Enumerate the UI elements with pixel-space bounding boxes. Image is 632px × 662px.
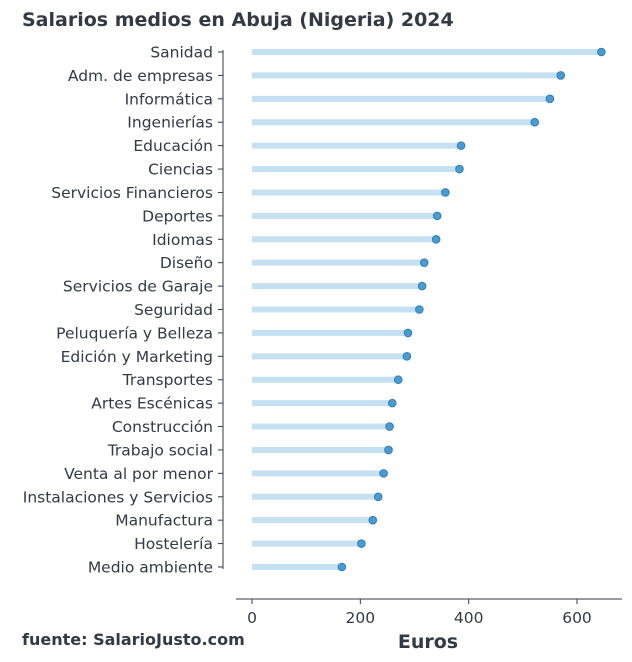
category-label: Seguridad (134, 301, 213, 319)
category-label: Servicios de Garaje (63, 278, 213, 296)
category-label: Servicios Financieros (51, 184, 213, 202)
y-axis (218, 50, 224, 569)
category-labels: Sanidad Adm. de empresas Informática Ingeni… (23, 44, 214, 577)
x-axis-title: Euros (398, 631, 458, 653)
category-label: Manufactura (115, 512, 213, 530)
data-point (357, 539, 366, 548)
category-label: Trabajo social (107, 441, 213, 459)
category-label: Venta al por menor (64, 465, 214, 483)
data-point (403, 328, 413, 338)
category-label: Ciencias (148, 161, 213, 179)
data-point (455, 164, 464, 174)
data-point (530, 117, 540, 127)
data-point (545, 94, 555, 104)
x-axis: 0 200 400 600 (236, 598, 622, 627)
data-point (419, 258, 429, 267)
category-label: Hostelería (134, 535, 213, 553)
source-note: fuente: SalarioJusto.com (22, 630, 245, 649)
x-tick-label: 600 (562, 609, 592, 627)
data-point (456, 141, 466, 150)
dots (337, 47, 606, 572)
data-point (384, 445, 393, 455)
x-tick-label: 200 (346, 609, 376, 627)
data-point (402, 352, 412, 361)
x-tick-label: 0 (247, 609, 257, 627)
chart-title: Salarios medios en Abuja (Nigeria) 2024 (22, 9, 454, 31)
data-point (393, 375, 403, 385)
data-point (387, 398, 397, 408)
data-point (385, 422, 394, 431)
category-label: Medio ambiente (88, 559, 213, 577)
category-label: Peluquería y Belleza (56, 324, 213, 342)
category-label: Ingenierías (127, 114, 213, 132)
data-point (415, 305, 424, 314)
category-label: Informática (125, 90, 213, 108)
category-label: Diseño (160, 254, 213, 272)
stems (252, 49, 602, 570)
data-point (373, 492, 383, 502)
data-point (432, 211, 442, 221)
category-label: Adm. de empresas (68, 67, 213, 85)
category-label: Sanidad (150, 44, 213, 62)
category-label: Instalaciones y Servicios (23, 488, 213, 506)
data-point (417, 281, 427, 291)
category-label: Artes Escénicas (91, 395, 213, 413)
category-label: Edición y Marketing (61, 348, 213, 366)
data-point (597, 47, 606, 57)
data-point (379, 469, 388, 478)
category-label: Deportes (142, 207, 213, 225)
data-point (337, 562, 347, 572)
category-label: Construcción (112, 418, 213, 436)
data-point (431, 234, 441, 244)
data-point (556, 71, 566, 80)
data-point (368, 515, 378, 525)
category-label: Educación (133, 137, 213, 155)
category-label: Idiomas (152, 231, 213, 249)
category-label: Transportes (122, 371, 213, 389)
x-tick-label: 400 (454, 609, 484, 627)
data-point (441, 188, 450, 197)
